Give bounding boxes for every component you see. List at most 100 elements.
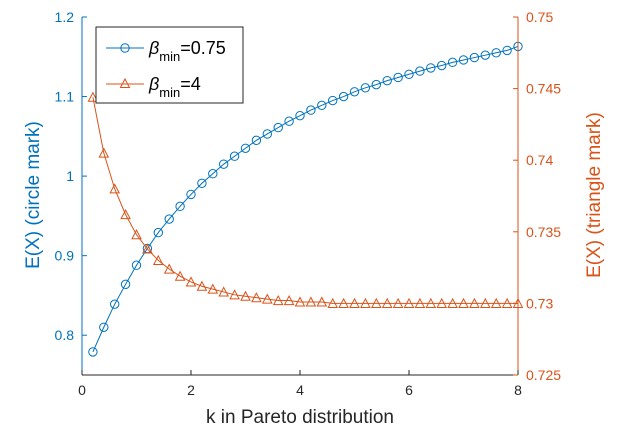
triangle-marker: [436, 297, 448, 308]
triangle-marker: [447, 297, 458, 308]
circle-marker: [447, 57, 458, 68]
triangle-marker: [109, 183, 121, 194]
y-right-tick-label: 0.75: [526, 9, 553, 25]
circle-marker: [458, 55, 469, 65]
triangle-marker: [196, 280, 208, 291]
triangle-marker: [163, 263, 175, 274]
triangle-marker: [98, 147, 110, 158]
triangle-marker: [229, 289, 240, 300]
x-tick-label: 6: [405, 382, 413, 398]
circle-marker: [426, 63, 436, 73]
triangle-marker: [294, 296, 306, 307]
circle-marker: [273, 122, 283, 133]
circle-marker: [360, 83, 371, 93]
triangle-marker: [490, 297, 502, 308]
circle-marker: [251, 135, 262, 146]
circle-marker: [306, 105, 316, 115]
legend-1-sub: min: [159, 49, 180, 64]
circle-marker: [491, 48, 501, 58]
triangle-marker: [305, 296, 317, 307]
circle-marker: [349, 87, 360, 97]
circle-marker: [197, 178, 207, 188]
circle-marker: [371, 79, 381, 90]
y-right-tick-label: 0.73: [526, 295, 553, 311]
legend-2-base: β: [148, 74, 159, 94]
y-right-tick-label: 0.74: [526, 152, 553, 168]
triangle-marker: [501, 297, 513, 308]
circle-marker: [229, 151, 240, 161]
triangle-marker: [174, 270, 186, 281]
legend: βmin=0.75 βmin=4: [95, 26, 244, 104]
y-right-tick-label: 0.725: [526, 367, 561, 383]
triangle-marker: [479, 297, 491, 308]
triangle-marker: [349, 297, 360, 308]
triangle-marker: [87, 91, 99, 102]
series-line-triangle: [92, 97, 518, 304]
legend-1-suffix: =0.75: [180, 38, 226, 58]
circle-marker: [480, 50, 490, 60]
circle-marker: [131, 260, 142, 270]
triangle-marker: [185, 276, 197, 287]
triangle-marker: [131, 229, 142, 240]
legend-label-1: βmin=0.75: [148, 38, 226, 64]
circle-marker: [262, 129, 272, 139]
triangle-marker: [360, 297, 371, 308]
y-axis-right-title: E(X) (triangle mark): [584, 112, 605, 278]
triangle-marker: [381, 297, 393, 308]
y-left-tick-label: 1.2: [55, 9, 75, 25]
x-tick-label: 4: [296, 382, 304, 398]
triangle-marker: [207, 283, 219, 294]
circle-marker: [208, 169, 218, 179]
circle-marker: [415, 66, 425, 76]
triangle-marker: [251, 292, 262, 303]
y-right-tick-label: 0.735: [526, 224, 561, 240]
x-tick-label: 2: [187, 382, 195, 398]
circle-marker: [317, 100, 327, 111]
legend-box: [95, 26, 244, 104]
circle-marker: [110, 299, 120, 309]
legend-label-2: βmin=4: [148, 74, 201, 100]
circle-marker: [153, 227, 164, 238]
circle-marker: [382, 75, 392, 86]
triangle-marker: [392, 297, 404, 308]
circle-marker: [328, 95, 338, 106]
triangle-marker: [142, 243, 153, 254]
legend-marker-circle: [120, 43, 130, 53]
triangle-marker: [261, 293, 273, 304]
y-left-tick-label: 0.8: [55, 327, 75, 343]
triangle-marker: [458, 297, 469, 308]
triangle-marker: [403, 297, 415, 308]
triangle-marker: [327, 297, 339, 308]
y-right-tick-label: 0.745: [526, 81, 561, 97]
series-line-circle: [92, 45, 519, 353]
triangle-marker: [370, 297, 382, 308]
triangle-marker: [414, 297, 426, 308]
circle-marker: [295, 110, 305, 121]
legend-1-base: β: [148, 38, 159, 58]
y-left-tick-label: 0.9: [55, 248, 75, 264]
chart-ticks: 0 2 4 6 8 0.8 0.9 1 1.1 1.2 0.725 0.73 0.735 0.74 0.74…: [55, 9, 562, 398]
circle-marker: [284, 116, 294, 126]
triangle-marker: [120, 209, 131, 220]
x-tick-label: 8: [514, 382, 522, 398]
triangle-marker: [152, 254, 164, 265]
circle-marker: [437, 60, 447, 71]
triangle-marker: [425, 297, 437, 308]
circle-marker: [469, 52, 480, 63]
triangle-marker: [469, 297, 480, 308]
circle-marker: [219, 159, 229, 169]
circle-marker: [99, 322, 109, 332]
legend-2-sub: min: [159, 85, 180, 100]
circle-marker: [502, 45, 512, 56]
circle-marker: [404, 69, 414, 79]
circle-marker: [175, 201, 185, 212]
y-left-tick-label: 1: [66, 168, 74, 184]
circle-marker: [338, 91, 349, 102]
circle-marker: [186, 189, 196, 200]
triangle-marker: [272, 294, 284, 306]
triangle-marker: [283, 294, 295, 306]
y-left-tick-label: 1.1: [55, 89, 75, 105]
x-tick-label: 0: [78, 382, 86, 398]
triangle-marker: [218, 286, 230, 297]
